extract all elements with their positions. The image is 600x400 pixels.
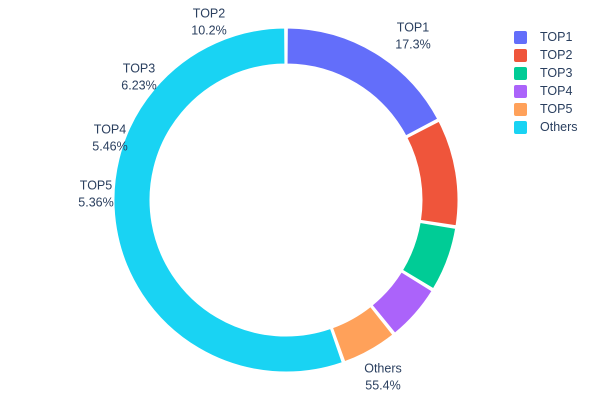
legend-item-label: TOP3 (540, 66, 573, 80)
slice-label-percent: 5.36% (78, 195, 113, 209)
slice-label-top5: TOP5 5.36% (78, 178, 113, 209)
chart-legend[interactable]: TOP1 TOP2 TOP3 TOP4 TOP5 Others (514, 28, 600, 136)
slice-label-name: TOP1 (397, 20, 429, 34)
donut-slice-top4[interactable] (371, 271, 433, 334)
slice-label-name: TOP2 (193, 6, 225, 20)
donut-slice-top3[interactable] (401, 221, 457, 290)
slice-label-name: Others (364, 361, 402, 375)
slice-label-percent: 10.2% (191, 23, 226, 37)
donut-slice-top5[interactable] (331, 305, 394, 363)
legend-swatch-icon (514, 120, 527, 134)
slice-label-percent: 17.3% (395, 37, 430, 51)
legend-item-label: TOP4 (540, 84, 573, 98)
slice-label-top3: TOP3 6.23% (121, 61, 156, 92)
legend-swatch-icon (514, 84, 527, 98)
slice-label-name: TOP5 (80, 178, 112, 192)
slice-label-top2: TOP2 10.2% (191, 6, 226, 37)
legend-item-top1[interactable]: TOP1 (514, 28, 600, 46)
donut-slices[interactable] (113, 27, 459, 373)
slice-label-top1: TOP1 17.3% (395, 20, 430, 51)
slice-label-percent: 6.23% (121, 78, 156, 92)
legend-swatch-icon (514, 48, 527, 62)
slice-label-others: Others 55.4% (364, 361, 402, 392)
legend-swatch-icon (514, 30, 527, 44)
legend-swatch-icon (514, 102, 527, 116)
legend-item-label: TOP2 (540, 48, 573, 62)
donut-slice-others[interactable] (113, 27, 343, 373)
slice-label-percent: 55.4% (365, 378, 400, 392)
legend-item-top2[interactable]: TOP2 (514, 46, 600, 64)
legend-item-label: TOP1 (540, 30, 573, 44)
slice-label-name: TOP3 (123, 61, 155, 75)
legend-item-top5[interactable]: TOP5 (514, 100, 600, 118)
slice-label-top4: TOP4 5.46% (92, 122, 127, 153)
legend-item-others[interactable]: Others (514, 118, 600, 136)
slice-label-percent: 5.46% (92, 139, 127, 153)
legend-item-label: TOP5 (540, 102, 573, 116)
legend-item-top4[interactable]: TOP4 (514, 82, 600, 100)
slice-label-name: TOP4 (94, 122, 126, 136)
legend-swatch-icon (514, 66, 527, 80)
legend-item-label: Others (540, 120, 578, 134)
legend-item-top3[interactable]: TOP3 (514, 64, 600, 82)
donut-slice-top1[interactable] (286, 27, 439, 137)
donut-slice-top2[interactable] (406, 120, 459, 227)
donut-slice-labels: TOP1 17.3% TOP2 10.2% TOP3 6.23% TOP4 5.46% TOP5… (78, 6, 430, 392)
